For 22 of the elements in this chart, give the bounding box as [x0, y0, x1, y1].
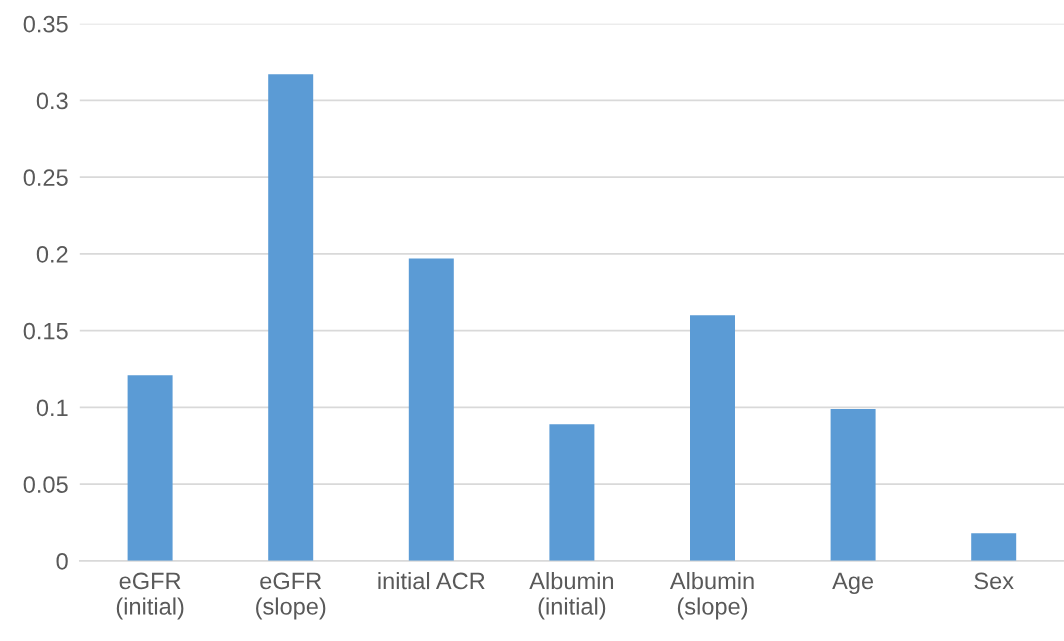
x-tick-label: Sex [974, 572, 1014, 590]
x-tick-label: Age [832, 572, 874, 594]
y-tick-label: 0.2 [36, 246, 68, 263]
bar [268, 74, 314, 561]
x-tick-label: eGFR (initial) [116, 572, 184, 620]
x-tick-label: initial ACR [378, 571, 485, 590]
bar [690, 315, 735, 561]
bar [971, 533, 1017, 561]
y-tick-label: 0.05 [23, 476, 68, 493]
y-tick-label: 0.25 [23, 169, 68, 186]
bar [127, 375, 173, 561]
y-tick-label: 0.3 [36, 92, 68, 110]
y-tick-label: 0.1 [36, 399, 68, 417]
bar [830, 408, 876, 561]
x-tick-label: Albumin (slope) [669, 571, 754, 620]
y-tick-label: 0.15 [23, 322, 68, 340]
y-tick-label: 0.35 [23, 15, 68, 33]
bar [408, 258, 454, 561]
y-tick-label: 0 [56, 552, 68, 570]
bar [549, 424, 595, 561]
x-tick-label: Albumin (initial) [529, 571, 614, 620]
x-tick-label: eGFR (slope) [256, 572, 326, 620]
